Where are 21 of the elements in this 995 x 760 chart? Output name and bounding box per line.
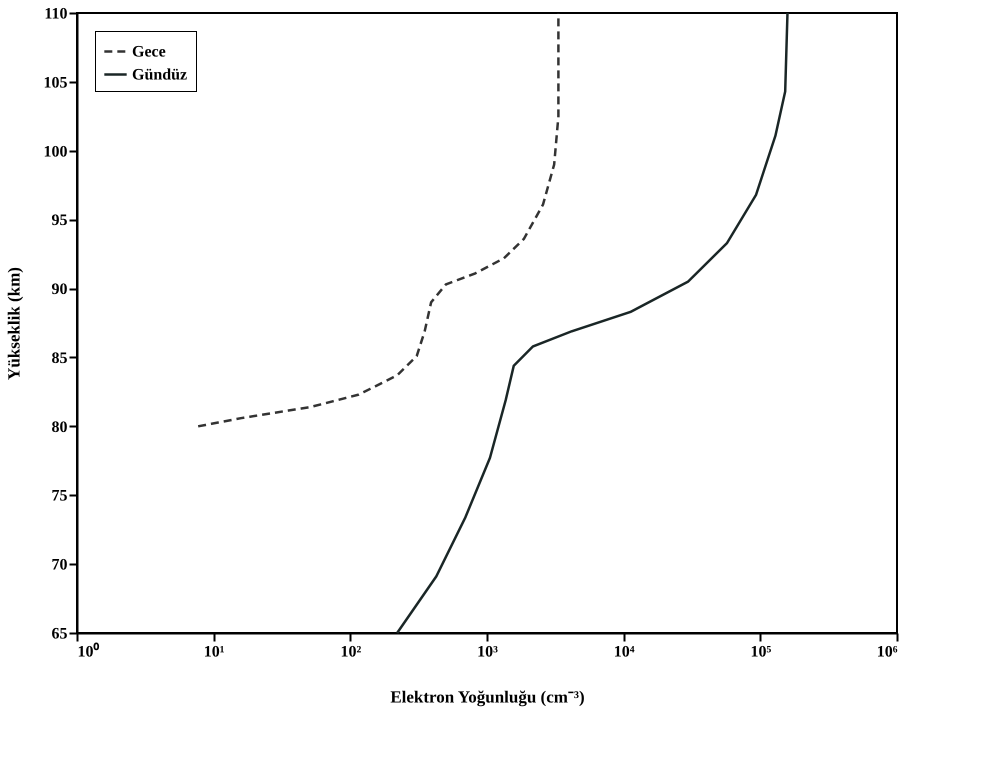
y-tick-label: 70 (52, 556, 68, 574)
x-tick-label: 10⁵ (750, 644, 772, 660)
x-tick-label: 10⁴ (614, 644, 635, 660)
x-tick-label: 10³ (477, 644, 498, 660)
y-tick-label: 95 (52, 212, 68, 230)
y-tick-label: 105 (44, 74, 68, 92)
y-tick-label: 80 (52, 418, 68, 436)
y-tick-label: 110 (44, 6, 68, 22)
legend-label: Gündüz (132, 66, 188, 84)
y-tick-label: 85 (52, 350, 68, 367)
y-axis-title: Yükseklik (km) (4, 267, 24, 380)
y-tick-label: 100 (44, 143, 68, 160)
x-tick-label: 10⁰ (78, 642, 100, 660)
y-tick-label: 75 (52, 488, 68, 505)
x-tick-label: 10⁶ (876, 644, 898, 660)
y-tick-label: 65 (52, 626, 68, 642)
x-axis-title: Elektron Yoğunluğu (cm⁻³) (390, 688, 585, 706)
x-tick-label: 10¹ (204, 644, 225, 660)
x-tick-label: 10² (340, 644, 362, 660)
legend-label: Gece (132, 44, 166, 60)
y-tick-label: 90 (52, 281, 68, 298)
